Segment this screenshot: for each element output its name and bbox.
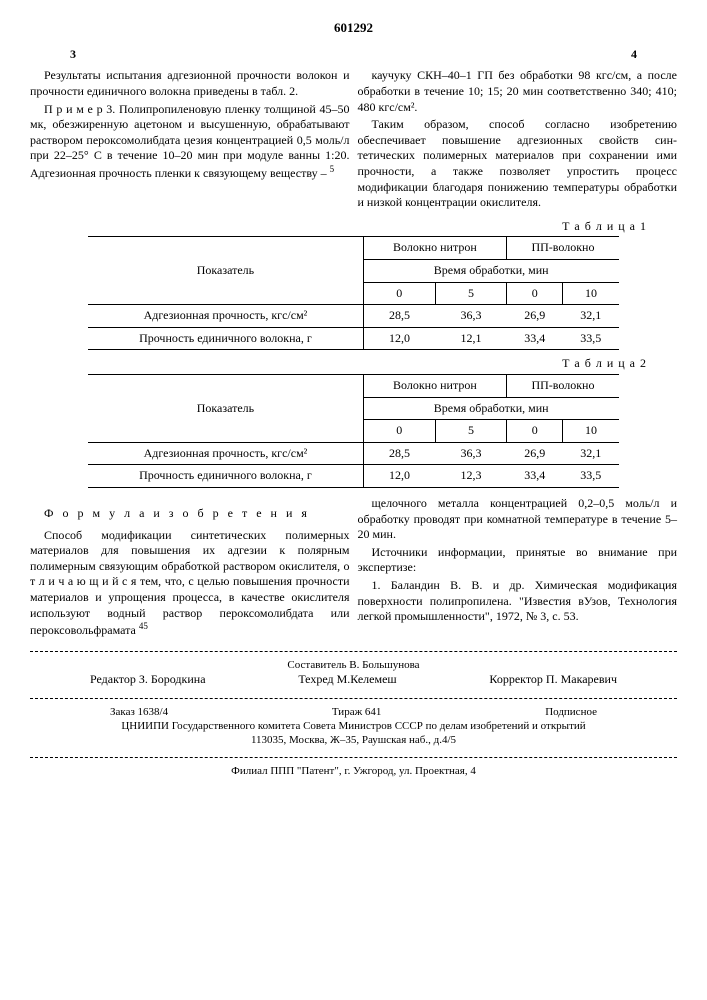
formula-left: Ф о р м у л а и з о б р е т е н и я Спос… [30,496,350,641]
para: каучуку СКН–40–1 ГП без обработки 98 кгс… [358,68,678,115]
th-t0b: 0 [507,282,563,305]
th-fiber1: Волокно нитрон [363,237,507,260]
th-t0b: 0 [507,420,563,443]
table2-label: Т а б л и ц а 2 [30,356,647,372]
subscription: Подписное [545,705,597,719]
cell: 28,5 [363,442,435,465]
line-num: 5 [330,164,335,174]
row2-label: Прочность единичного волокна, г [88,465,363,488]
cell: 36,3 [435,442,506,465]
cell: 26,9 [507,305,563,328]
th-indicator: Показатель [88,374,363,442]
cell: 32,1 [563,305,619,328]
patent-number: 601292 [30,20,677,37]
cell: 32,1 [563,442,619,465]
table2: Показатель Волокно нитрон ПП-волокно Вре… [88,374,619,488]
para: Способ модификации синтетических полимер… [30,528,350,639]
cell: 12,3 [435,465,506,488]
th-time: Время обработки, мин [363,397,619,420]
page-column-numbers: 3 4 [30,47,677,63]
para: щелочного металла концентрацией 0,2–0,5 … [358,496,678,543]
table1: Показатель Волокно нитрон ПП-волокно Вре… [88,236,619,350]
org: ЦНИИПИ Государственного комитета Совета … [30,719,677,733]
cell: 12,0 [363,327,435,350]
formula-right: щелочного металла концентрацией 0,2–0,5 … [358,496,678,641]
addr2: Филиал ППП "Патент", г. Ужгород, ул. Про… [30,764,677,778]
cell: 12,0 [363,465,435,488]
th-time: Время обработки, мин [363,260,619,283]
divider [30,757,677,758]
para: Источники информации, принятые во вниман… [358,545,678,576]
page-col-left: 3 [70,47,76,63]
row1-label: Адгезионная прочность, кгс/см² [88,305,363,328]
row1-label: Адгезионная прочность, кгс/см² [88,442,363,465]
para: Таким образом, способ согласно изобретен… [358,117,678,211]
divider [30,651,677,652]
cell: 12,1 [435,327,506,350]
formula-title: Ф о р м у л а и з о б р е т е н и я [30,506,350,522]
top-text: Результаты испытания адгезионной прочнос… [30,68,677,212]
cell: 26,9 [507,442,563,465]
page-col-right: 4 [631,47,637,63]
cell: 33,5 [563,465,619,488]
credits-row: Редактор З. Бородкина Техред М.Келемеш К… [30,672,677,688]
tirage: Тираж 641 [332,705,382,719]
row2-label: Прочность единичного волокна, г [88,327,363,350]
cell: 28,5 [363,305,435,328]
cell: 33,4 [507,327,563,350]
para: Результаты испытания адгезионной прочнос… [30,68,350,99]
order-row: Заказ 1638/4 Тираж 641 Подписное [30,705,677,719]
corrector: Корректор П. Макаревич [489,672,617,688]
formula-section: Ф о р м у л а и з о б р е т е н и я Спос… [30,496,677,641]
th-t10: 10 [563,282,619,305]
techred: Техред М.Келемеш [298,672,396,688]
para: 1. Баландин В. В. и др. Химическая модиф… [358,578,678,625]
cell: 33,4 [507,465,563,488]
cell: 33,5 [563,327,619,350]
th-fiber2: ПП-волокно [507,374,619,397]
th-t0: 0 [363,420,435,443]
th-t5: 5 [435,282,506,305]
left-column: Результаты испытания адгезионной прочнос… [30,68,350,212]
th-t5: 5 [435,420,506,443]
addr1: 113035, Москва, Ж–35, Раушская наб., д.4… [30,733,677,747]
th-indicator: Показатель [88,237,363,305]
right-column: каучуку СКН–40–1 ГП без обработки 98 кгс… [358,68,678,212]
order: Заказ 1638/4 [110,705,168,719]
table1-label: Т а б л и ц а 1 [30,219,647,235]
line-num: 45 [139,621,148,631]
th-t10: 10 [563,420,619,443]
th-fiber1: Волокно нитрон [363,374,507,397]
cell: 36,3 [435,305,506,328]
editor: Редактор З. Бородкина [90,672,206,688]
th-t0: 0 [363,282,435,305]
divider [30,698,677,699]
th-fiber2: ПП-волокно [507,237,619,260]
para: П р и м е р 3. Полипропиленовую пленку т… [30,102,350,182]
credits-compiler: Составитель В. Большунова [30,658,677,672]
